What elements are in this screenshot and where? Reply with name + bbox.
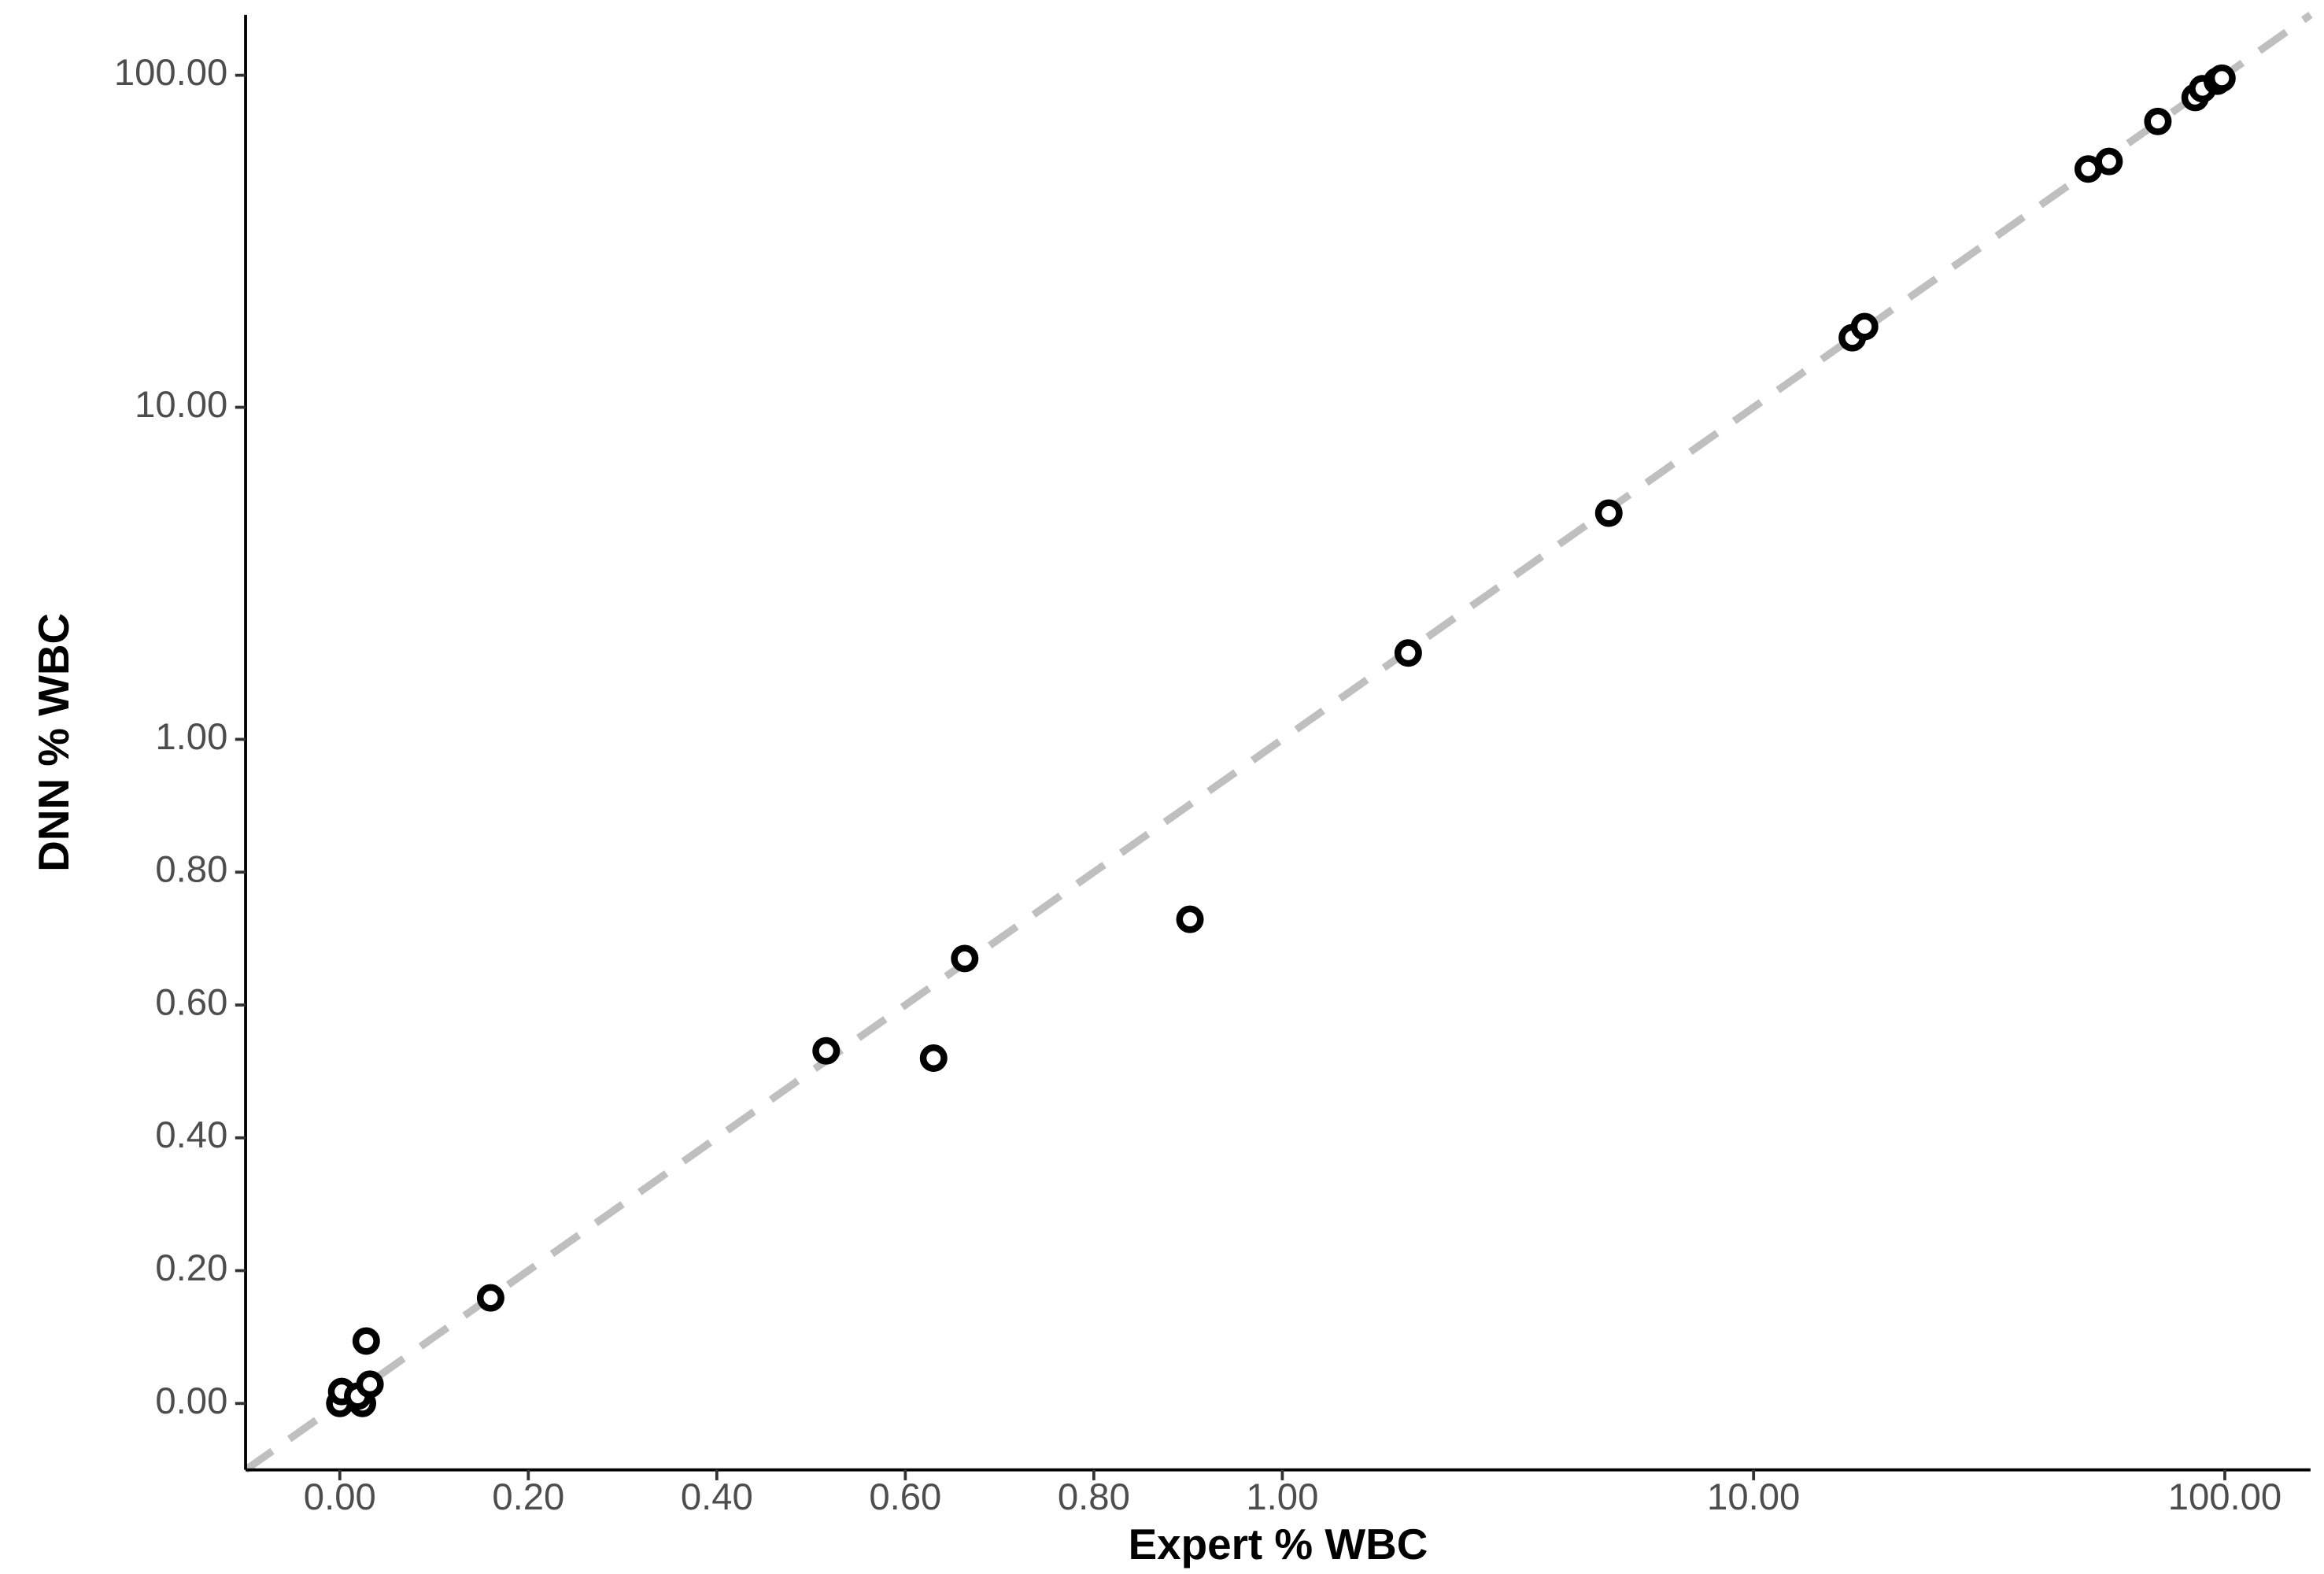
data-point (1176, 905, 1204, 933)
data-point (951, 944, 979, 973)
x-tick-label: 0.80 (1058, 1476, 1130, 1518)
y-tick-label: 0.40 (155, 1114, 227, 1156)
x-tick-label: 0.40 (681, 1476, 753, 1518)
x-tick-label: 0.00 (304, 1476, 376, 1518)
data-point (476, 1284, 504, 1312)
reference-line (243, 12, 2313, 1473)
y-tick-label: 0.20 (155, 1247, 227, 1289)
data-point (2208, 64, 2236, 92)
y-tick-label: 1.00 (155, 716, 227, 758)
y-tick-label: 0.00 (155, 1380, 227, 1422)
plot-area: 0.00 0.20 0.40 0.60 0.80 1.00 10.00 100.00 0.00 0… (114, 12, 2313, 1518)
data-point (1394, 639, 1422, 667)
x-tick-label: 0.20 (492, 1476, 564, 1518)
y-tick-label: 10.00 (135, 384, 227, 426)
x-tick-label: 1.00 (1246, 1476, 1318, 1518)
data-point (2144, 107, 2172, 135)
y-tick-label: 0.80 (155, 849, 227, 891)
data-point (1594, 499, 1623, 527)
y-axis-title: DNN % WBC (29, 613, 78, 872)
x-axis-title: Expert % WBC (1129, 1520, 1428, 1568)
y-tick-label: 0.60 (155, 981, 227, 1023)
data-point (2095, 147, 2123, 176)
x-tick-label: 0.60 (869, 1476, 941, 1518)
data-point (919, 1044, 948, 1072)
data-point (352, 1327, 380, 1355)
data-point (812, 1036, 841, 1065)
y-tick-label: 100.00 (114, 52, 228, 94)
data-point (356, 1370, 384, 1398)
x-tick-label: 100.00 (2168, 1476, 2282, 1518)
data-point (1850, 312, 1879, 341)
x-tick-label: 10.00 (1707, 1476, 1800, 1518)
